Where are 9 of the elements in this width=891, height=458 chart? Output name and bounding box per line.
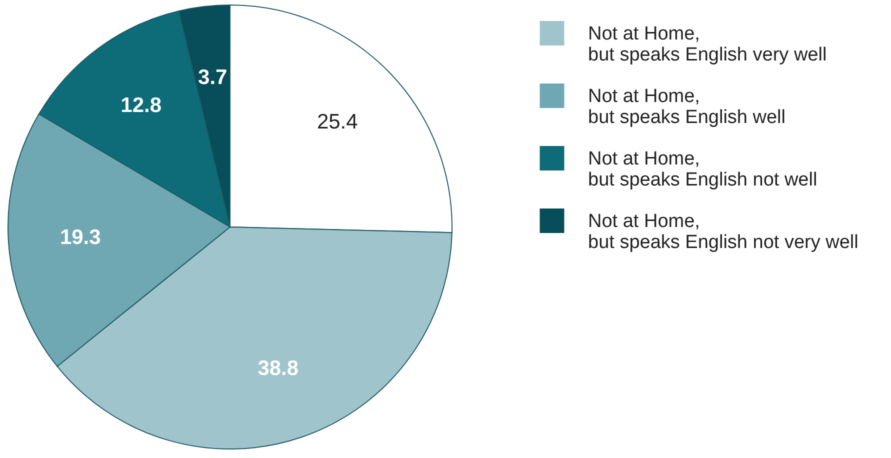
data-label: 3.7 (198, 66, 228, 90)
legend-label: Not at Home, but speaks English well (588, 86, 786, 128)
data-label: 25.4 (316, 110, 358, 134)
data-label: 38.8 (258, 357, 299, 380)
legend-label: Not at Home, but speaks English not well (588, 148, 818, 190)
data-label: 12.8 (120, 94, 162, 118)
data-label: 19.3 (60, 226, 101, 249)
legend-label: Not at Home, but speaks English very well (588, 23, 827, 66)
legend-label: Not at Home, but speaks English not very well (588, 210, 858, 253)
